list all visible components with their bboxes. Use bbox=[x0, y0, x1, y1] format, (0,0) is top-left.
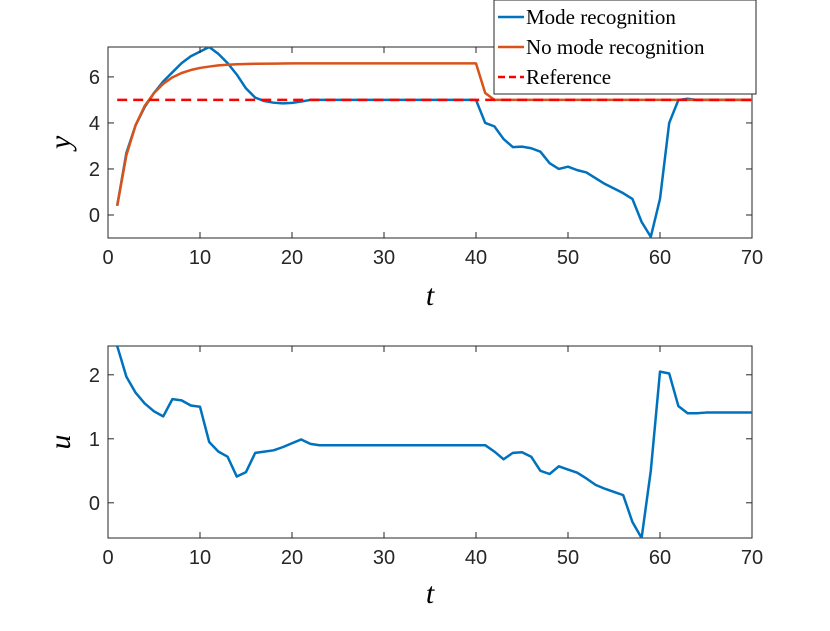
legend: Mode recognition No mode recognition Refer… bbox=[493, 0, 757, 95]
x-tick-label: 10 bbox=[189, 547, 211, 569]
y-tick-label: 2 bbox=[89, 159, 100, 181]
y-tick-label: 2 bbox=[89, 365, 100, 387]
legend-label: Mode recognition bbox=[526, 5, 676, 29]
y-tick-label: 0 bbox=[89, 205, 100, 227]
x-tick-label: 50 bbox=[557, 247, 579, 269]
legend-box bbox=[493, 0, 757, 95]
x-axis-label: t bbox=[426, 577, 435, 610]
chart-1: 0 10 20 30 40 50 60 70 0 2 4 6 t y Mode recognition No … bbox=[44, 0, 763, 312]
legend-label: No mode recognition bbox=[526, 35, 705, 59]
plot-frame bbox=[107, 345, 753, 539]
y-axis-label: u bbox=[44, 435, 77, 450]
series-group bbox=[115, 47, 752, 238]
y-axis-label: y bbox=[44, 135, 77, 152]
x-tick-label: 20 bbox=[281, 247, 303, 269]
y-tick-label: 0 bbox=[89, 493, 100, 515]
x-tick-label: 40 bbox=[465, 247, 487, 269]
x-tick-label: 10 bbox=[189, 247, 211, 269]
x-tick-label: 50 bbox=[557, 547, 579, 569]
x-tick-label: 20 bbox=[281, 547, 303, 569]
x-tick-label: 60 bbox=[649, 547, 671, 569]
x-tick-label: 70 bbox=[741, 547, 763, 569]
x-tick-label: 60 bbox=[649, 247, 671, 269]
x-tick-label: 30 bbox=[373, 547, 395, 569]
x-tick-label: 30 bbox=[373, 247, 395, 269]
y-tick-label: 6 bbox=[89, 67, 100, 89]
x-axis-label: t bbox=[426, 279, 435, 312]
y-tick-label: 1 bbox=[89, 429, 100, 451]
chart-2: 0 10 20 30 40 50 60 70 0 1 2 t u bbox=[44, 345, 763, 610]
x-tick-label: 0 bbox=[102, 547, 113, 569]
u-series-line bbox=[116, 346, 752, 538]
x-tick-label: 40 bbox=[465, 547, 487, 569]
legend-label: Reference bbox=[526, 65, 611, 89]
mode-recognition-series-line bbox=[115, 47, 752, 238]
no-mode-recognition-series-line bbox=[115, 62, 752, 207]
y-tick-label: 4 bbox=[89, 113, 100, 135]
x-tick-label: 70 bbox=[741, 247, 763, 269]
x-tick-label: 0 bbox=[102, 247, 113, 269]
series-group bbox=[116, 346, 752, 538]
